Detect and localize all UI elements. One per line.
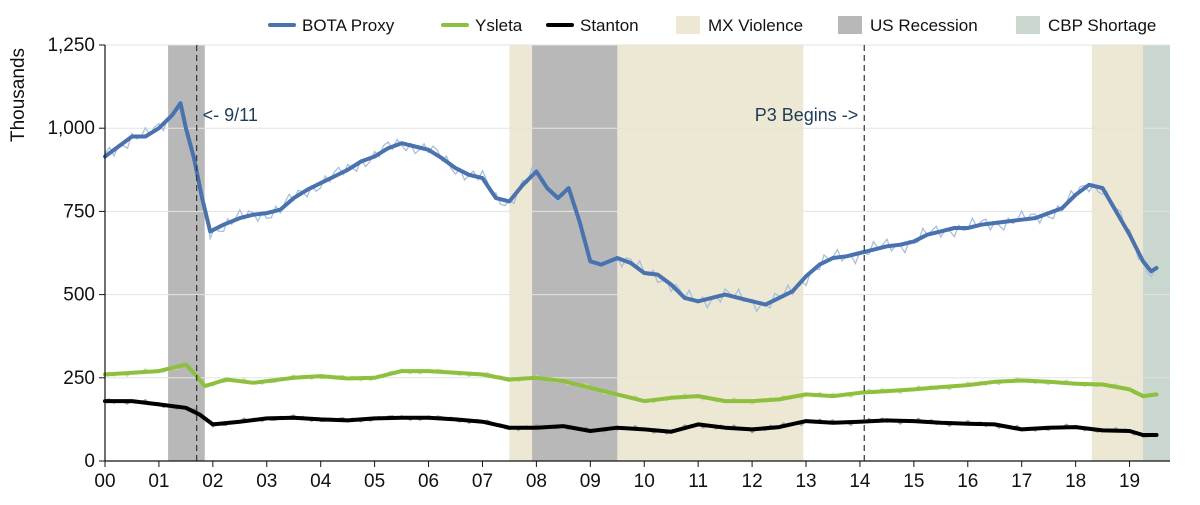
grid-layer: [105, 44, 1170, 379]
x-tick-label: 04: [310, 471, 332, 492]
legend-label: CBP Shortage: [1048, 16, 1156, 35]
shade-us-recession: [532, 45, 618, 461]
y-tick-label: 1,250: [47, 35, 95, 56]
event-label: P3 Begins ->: [755, 105, 859, 125]
y-tick-label: 500: [63, 285, 95, 306]
shade-us-recession: [168, 45, 205, 461]
axes-layer: 0 250 500 750 1,000 1,250 00 01 02 03 04 05 06 07 08 09…: [47, 35, 1170, 492]
x-tick-label: 00: [94, 471, 115, 492]
shade-cbp-shortage: [1143, 45, 1170, 461]
legend-label: Ysleta: [475, 16, 523, 35]
x-tick-label: 11: [688, 471, 708, 492]
series-line-bota-proxy: [103, 101, 1159, 307]
x-tick-label: 13: [795, 471, 816, 492]
y-axis-title: Thousands: [8, 48, 29, 142]
y-tick-label: 250: [63, 368, 95, 389]
legend-swatch: [838, 16, 862, 34]
x-tick-label: 15: [903, 471, 924, 492]
x-tick-label: 06: [418, 471, 439, 492]
legend-swatch: [676, 16, 700, 34]
x-tick-label: 08: [526, 471, 547, 492]
x-tick-label: 05: [364, 471, 385, 492]
legend-swatch: [1016, 16, 1040, 34]
x-tick-label: 16: [957, 471, 978, 492]
x-tick-label: 02: [202, 471, 223, 492]
x-tick-label: 17: [1011, 471, 1032, 492]
x-tick-label: 12: [742, 471, 763, 492]
series-line-stanton: [103, 399, 1159, 437]
series-line-ysleta: [103, 362, 1159, 404]
x-tick-label: 09: [580, 471, 601, 492]
y-tick-label: 750: [63, 201, 95, 222]
event-label: <- 9/11: [203, 105, 258, 125]
y-tick-label: 1,000: [47, 118, 95, 139]
x-tick-label: 10: [634, 471, 655, 492]
legend-label: US Recession: [870, 16, 978, 35]
x-tick-label: 18: [1065, 471, 1086, 492]
x-tick-label: 14: [849, 471, 871, 492]
y-tick-label: 0: [84, 451, 95, 472]
legend-label: BOTA Proxy: [302, 16, 395, 35]
shading-layer: [168, 45, 1170, 461]
series-layer: [103, 101, 1159, 437]
legend: BOTA Proxy Ysleta Stanton MX Violence US Rec…: [268, 16, 1156, 35]
x-tick-label: 19: [1119, 471, 1140, 492]
vline-layer: <- 9/11 P3 Begins ->: [196, 45, 865, 461]
x-tick-label: 03: [256, 471, 277, 492]
x-tick-label: 07: [472, 471, 493, 492]
legend-label: Stanton: [580, 16, 639, 35]
x-tick-label: 01: [148, 471, 169, 492]
shade-mx-violence: [1091, 45, 1144, 461]
legend-label: MX Violence: [708, 16, 803, 35]
